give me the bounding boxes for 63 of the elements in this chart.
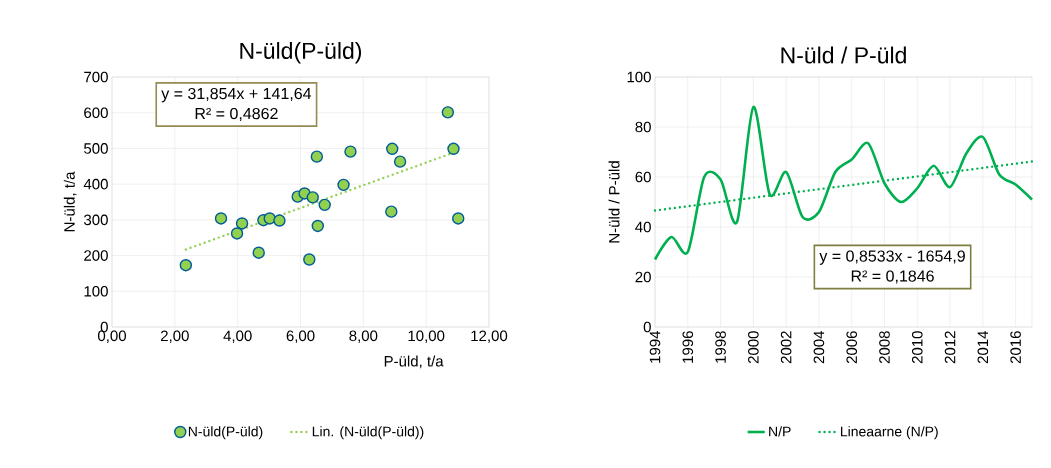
y-axis-title: N-üld / P-üld bbox=[608, 161, 620, 243]
x-tick-label: 10,00 bbox=[408, 330, 445, 343]
legend-label: Lin. (N-üld(P-üld)) bbox=[312, 426, 424, 440]
x-tick-label: 1994 bbox=[649, 330, 661, 363]
point bbox=[441, 106, 455, 119]
x-tick-label: 2004 bbox=[813, 330, 825, 364]
point bbox=[303, 253, 316, 266]
x-tick-label: 2010 bbox=[911, 331, 923, 364]
point bbox=[273, 214, 286, 227]
y-tick-label: 200 bbox=[84, 250, 108, 261]
point bbox=[230, 227, 244, 240]
x-tick-label: 2014 bbox=[977, 330, 989, 364]
y-tick-label: 20 bbox=[635, 271, 651, 283]
chart-title: N-üld(P-üld) bbox=[240, 42, 362, 64]
x-tick-label: 1998 bbox=[715, 331, 726, 363]
x-tick-label: 2008 bbox=[879, 331, 890, 364]
point bbox=[385, 205, 398, 218]
point bbox=[311, 219, 324, 233]
legend-label: N/P bbox=[769, 426, 791, 437]
x-tick-label: 2012 bbox=[944, 331, 956, 364]
x-tick-label: 12,00 bbox=[471, 330, 508, 343]
point bbox=[318, 198, 331, 212]
point bbox=[393, 155, 407, 168]
x-tick-label: 2002 bbox=[780, 331, 792, 364]
x-tick-label: 2016 bbox=[1010, 331, 1021, 364]
y-tick-label: 100 bbox=[84, 285, 108, 297]
x-tick-label: 2,00 bbox=[160, 330, 189, 343]
y-tick-label: 0 bbox=[643, 321, 651, 333]
x-tick-label: 2000 bbox=[748, 331, 759, 364]
point bbox=[447, 142, 460, 155]
point bbox=[235, 217, 249, 230]
y-tick-label: 500 bbox=[84, 143, 108, 154]
point bbox=[179, 259, 193, 272]
point bbox=[344, 145, 357, 158]
legend-label: Lineaarne (N/P) bbox=[840, 426, 938, 440]
x-tick-label: 2006 bbox=[846, 331, 858, 364]
annotation: y = 31,854x + 141,64 bbox=[161, 87, 312, 103]
point bbox=[337, 178, 350, 192]
point bbox=[306, 191, 319, 204]
x-tick-label: 4,00 bbox=[223, 330, 252, 343]
point bbox=[252, 246, 265, 259]
point bbox=[310, 150, 324, 163]
y-tick-label: 80 bbox=[635, 121, 651, 133]
y-tick-label: 300 bbox=[84, 214, 108, 226]
y-tick-label: 100 bbox=[627, 71, 651, 83]
y-tick-label: 400 bbox=[83, 178, 108, 190]
chart-title: N-üld / P-üld bbox=[781, 46, 906, 64]
x-tick-label: 6,00 bbox=[286, 330, 315, 343]
y-tick-label: 60 bbox=[635, 171, 651, 183]
x-axis-title: P-üld, t/a bbox=[384, 355, 444, 369]
x-tick-label: 8,00 bbox=[349, 330, 378, 343]
point bbox=[214, 212, 228, 225]
y-tick-label: 700 bbox=[84, 71, 108, 83]
y-tick-label: 40 bbox=[635, 221, 651, 233]
x-tick-label: 1996 bbox=[682, 331, 694, 363]
point bbox=[452, 212, 465, 225]
annotation: R² = 0,4862 bbox=[195, 107, 278, 122]
annotation: y = 0,8533x - 1654,9 bbox=[819, 250, 965, 265]
point bbox=[386, 142, 399, 155]
y-tick-label: 600 bbox=[84, 107, 108, 119]
annotation: R² = 0,1846 bbox=[851, 270, 934, 284]
legend-label: N-üld(P-üld) bbox=[188, 426, 263, 440]
y-axis-title: N-üld, t/a bbox=[63, 171, 77, 232]
